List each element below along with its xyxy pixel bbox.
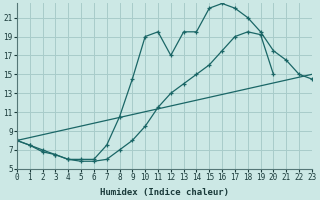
X-axis label: Humidex (Indice chaleur): Humidex (Indice chaleur): [100, 188, 229, 197]
